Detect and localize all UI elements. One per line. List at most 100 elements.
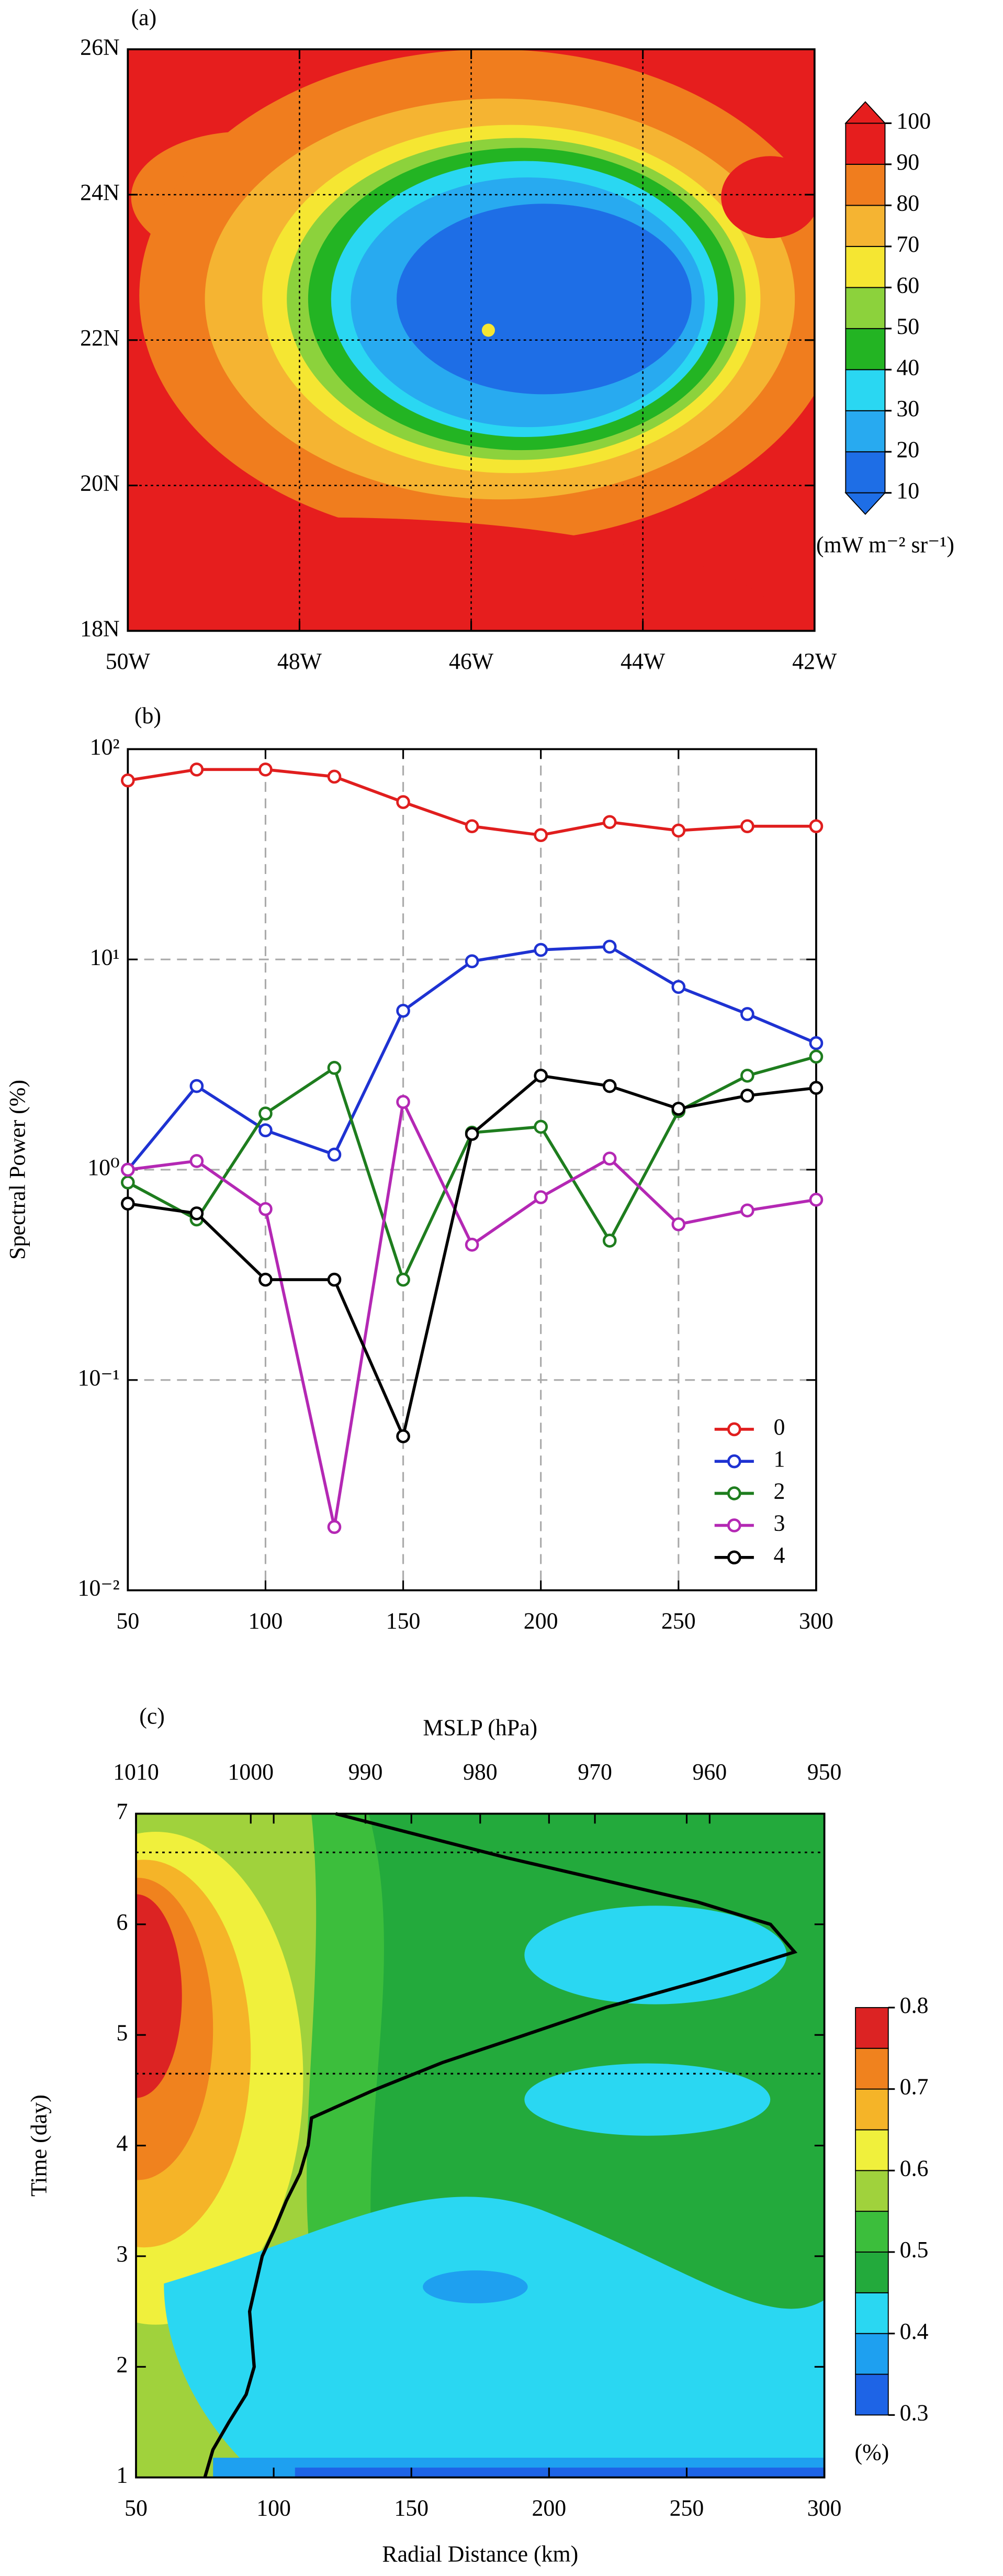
data-point — [396, 1272, 410, 1287]
data-point — [671, 1217, 686, 1231]
data-point — [465, 954, 479, 969]
panel-label: (b) — [134, 703, 161, 729]
legend-marker — [727, 1550, 741, 1565]
colorbar-band — [845, 369, 886, 411]
y-axis-title: Time (day) — [26, 2095, 51, 2197]
x-tick-label: 150 — [386, 1608, 421, 1633]
x2-tick-label: 960 — [692, 1760, 727, 1785]
colorbar-band — [855, 2129, 889, 2171]
x-tick-label: 50W — [106, 649, 151, 674]
colorbar-tick-label: 30 — [896, 396, 919, 421]
data-point — [327, 1272, 342, 1287]
colorbar-tick-label: 20 — [896, 437, 919, 462]
colorbar-label: (mW m⁻² sr⁻¹) — [816, 532, 954, 557]
x-tick-label: 250 — [661, 1608, 696, 1633]
data-point — [671, 980, 686, 994]
data-point — [534, 828, 548, 843]
data-point — [121, 1196, 135, 1211]
data-point — [602, 1079, 617, 1093]
y-tick-label: 3 — [116, 2242, 128, 2267]
colorbar-band — [855, 2007, 889, 2049]
data-point — [258, 1106, 273, 1121]
data-point — [465, 1237, 479, 1252]
data-point — [809, 1049, 824, 1064]
legend-label: 1 — [773, 1447, 785, 1472]
data-point — [809, 819, 824, 834]
colorbar-tick-label: 60 — [896, 273, 919, 298]
colorbar-extend — [844, 492, 886, 515]
colorbar-tick-label: 0.4 — [900, 2319, 929, 2344]
x-tick-label: 100 — [256, 2495, 291, 2521]
colorbar-extend — [844, 101, 886, 124]
y-tick-label: 18N — [80, 616, 119, 641]
y-tick-label: 10¹ — [90, 945, 120, 970]
colorbar-tick-label: 0.3 — [900, 2400, 929, 2425]
y-tick-label: 10² — [90, 734, 120, 759]
x-tick-label: 150 — [394, 2495, 429, 2521]
data-point — [671, 1102, 686, 1116]
field — [136, 1894, 182, 2098]
colorbar-band — [845, 328, 886, 371]
x2-tick-label: 950 — [807, 1760, 842, 1785]
y-tick-label: 10⁻² — [78, 1576, 120, 1601]
colorbar-tick-label: 100 — [896, 108, 931, 133]
y-tick-label: 26N — [80, 35, 119, 60]
data-point — [189, 1206, 204, 1220]
field — [423, 2270, 528, 2303]
colorbar-tick-label: 10 — [896, 478, 919, 503]
x-tick-label: 200 — [524, 1608, 558, 1633]
data-point — [327, 1061, 342, 1075]
data-point — [740, 1089, 754, 1103]
x-tick-label: 300 — [807, 2495, 842, 2521]
x-tick-label: 50 — [116, 1608, 139, 1633]
data-point — [121, 1162, 135, 1177]
colorbar-band — [845, 163, 886, 206]
x-axis-title: Radial Distance (km) — [382, 2541, 578, 2567]
legend-label: 2 — [773, 1479, 785, 1504]
y-tick-label: 10⁰ — [87, 1155, 119, 1180]
x-tick-label: 48W — [277, 649, 322, 674]
x-tick-label: 46W — [449, 649, 494, 674]
colorbar-tick-label: 50 — [896, 314, 919, 339]
data-point — [327, 1520, 342, 1534]
field — [524, 2063, 771, 2136]
data-point — [534, 1068, 548, 1083]
x2-tick-label: 990 — [348, 1760, 383, 1785]
y-tick-label: 20N — [80, 471, 119, 496]
field — [164, 2197, 825, 2465]
colorbar-band — [855, 2292, 889, 2334]
data-point — [396, 1429, 410, 1443]
contour-field — [128, 49, 815, 631]
data-point — [396, 1003, 410, 1018]
data-point — [809, 1192, 824, 1207]
data-point — [602, 815, 617, 830]
data-point — [258, 1272, 273, 1287]
legend-marker — [727, 1422, 741, 1437]
colorbar-band — [845, 205, 886, 247]
colorbar-band — [855, 2047, 889, 2090]
data-point — [327, 1147, 342, 1162]
y-tick-label: 22N — [80, 326, 119, 351]
x2-tick-label: 1010 — [113, 1760, 159, 1785]
data-point — [465, 1127, 479, 1141]
colorbar-tick-label: 40 — [896, 355, 919, 380]
data-point — [396, 1095, 410, 1109]
colorbar-band — [845, 451, 886, 494]
colorbar-band — [855, 2170, 889, 2212]
colorbar-tick-label: 0.7 — [900, 2075, 929, 2100]
x-tick-label: 250 — [670, 2495, 704, 2521]
legend-label: 3 — [773, 1511, 785, 1536]
x-tick-label: 300 — [799, 1608, 833, 1633]
colorbar-band — [845, 245, 886, 288]
data-point — [121, 773, 135, 788]
y-tick-label: 7 — [116, 1799, 128, 1824]
colorbar-band — [845, 287, 886, 329]
x2-tick-label: 980 — [463, 1760, 498, 1785]
data-point — [740, 819, 754, 834]
data-point — [534, 1119, 548, 1134]
y-tick-label: 2 — [116, 2352, 128, 2377]
data-point — [740, 1007, 754, 1021]
x2-tick-label: 970 — [578, 1760, 612, 1785]
data-point — [534, 1190, 548, 1204]
